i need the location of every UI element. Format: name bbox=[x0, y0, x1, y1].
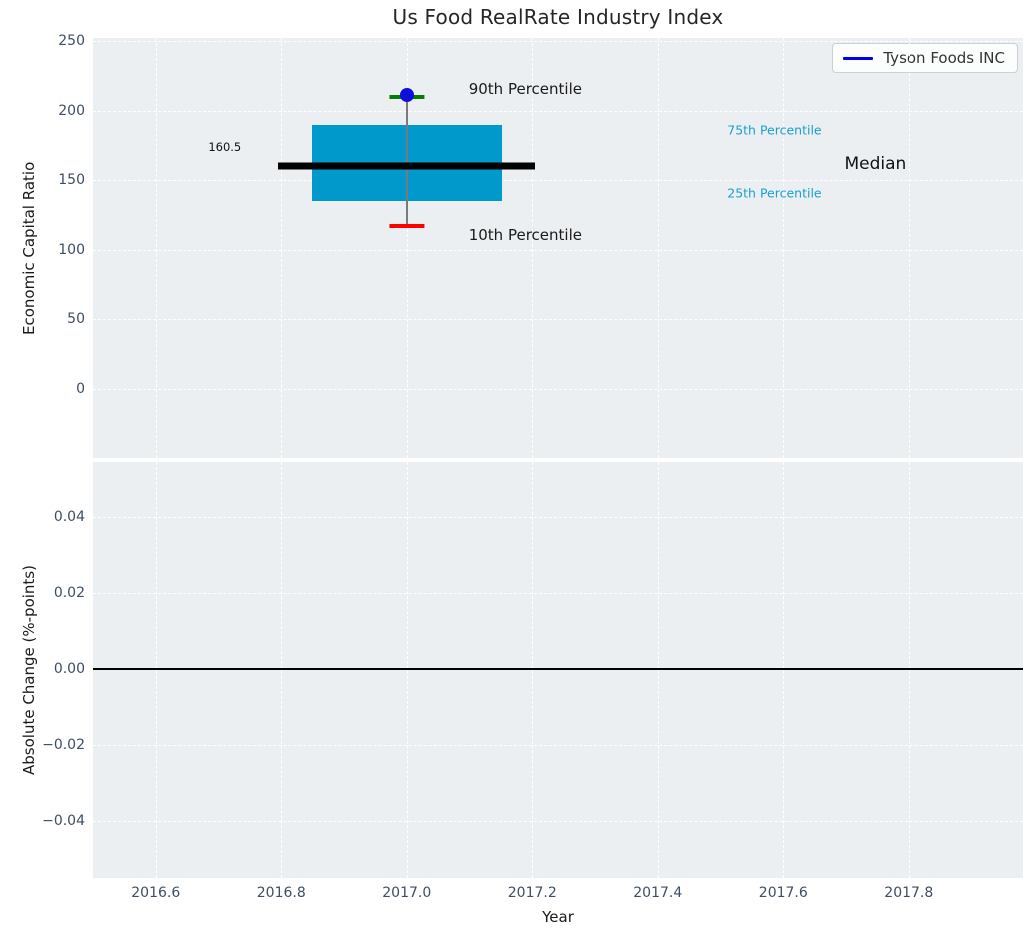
annotation-25th-percentile: 25th Percentile bbox=[727, 185, 822, 201]
gridline-vertical bbox=[657, 38, 659, 458]
gridline-horizontal bbox=[93, 319, 1023, 321]
x-tick-label: 2017.8 bbox=[884, 885, 934, 901]
whisker-line bbox=[405, 97, 408, 226]
gridline-horizontal bbox=[93, 517, 1023, 519]
x-tick-label: 2017.6 bbox=[758, 885, 808, 901]
gridline-vertical bbox=[532, 38, 534, 458]
gridline-horizontal bbox=[93, 249, 1023, 251]
y-tick-label: −0.02 bbox=[42, 737, 85, 754]
x-tick-label: 2016.8 bbox=[256, 885, 306, 901]
legend-label: Tyson Foods INC bbox=[883, 49, 1005, 67]
y-tick-label: 250 bbox=[58, 33, 85, 50]
x-tick-label: 2017.2 bbox=[507, 885, 557, 901]
annotation-160-5: 160.5 bbox=[208, 140, 242, 155]
legend-line-sample bbox=[843, 56, 874, 60]
median-line bbox=[278, 162, 536, 170]
annotation-median: Median bbox=[844, 154, 907, 174]
gridline-horizontal bbox=[93, 389, 1023, 391]
y-tick-label: −0.04 bbox=[42, 813, 85, 829]
top-plot-area: Tyson Foods INC 90th Percentile 10th Perc… bbox=[93, 38, 1023, 458]
y-tick-label: 0.04 bbox=[53, 509, 85, 526]
y-tick-label: 0.02 bbox=[53, 585, 85, 602]
gridline-horizontal bbox=[93, 593, 1023, 595]
whisker-cap-lower bbox=[389, 223, 425, 228]
y-tick-label: 50 bbox=[67, 311, 85, 328]
gridline-vertical bbox=[908, 38, 910, 458]
legend: Tyson Foods INC bbox=[832, 43, 1018, 73]
annotation-90th-percentile: 90th Percentile bbox=[468, 79, 582, 98]
y-tick-label: 200 bbox=[58, 102, 85, 119]
gridline-vertical bbox=[406, 38, 408, 458]
y-tick-label: 100 bbox=[58, 241, 85, 258]
x-tick-label: 2017.0 bbox=[382, 885, 432, 901]
x-tick-label: 2017.4 bbox=[633, 885, 683, 901]
x-axis-label: Year bbox=[542, 908, 574, 926]
y-tick-label: 0 bbox=[76, 381, 85, 398]
annotation-75th-percentile: 75th Percentile bbox=[727, 122, 822, 138]
zero-reference-line bbox=[93, 668, 1023, 671]
gridline-horizontal bbox=[93, 110, 1023, 112]
chart-title: Us Food RealRate Industry Index bbox=[392, 5, 724, 29]
gridline-vertical bbox=[281, 38, 283, 458]
bottom-plot-area bbox=[93, 462, 1023, 878]
gridline-horizontal bbox=[93, 41, 1023, 43]
gridline-horizontal bbox=[93, 180, 1023, 182]
annotation-10th-percentile: 10th Percentile bbox=[468, 225, 582, 244]
x-tick-label: 2016.6 bbox=[131, 885, 181, 901]
y-tick-label: 0.00 bbox=[53, 661, 85, 678]
gridline-horizontal bbox=[93, 745, 1023, 747]
tyson-data-point bbox=[399, 88, 414, 103]
gridline-horizontal bbox=[93, 821, 1023, 822]
gridline-vertical bbox=[155, 38, 157, 458]
y-tick-label: 150 bbox=[58, 172, 85, 189]
gridline-vertical bbox=[783, 38, 785, 458]
